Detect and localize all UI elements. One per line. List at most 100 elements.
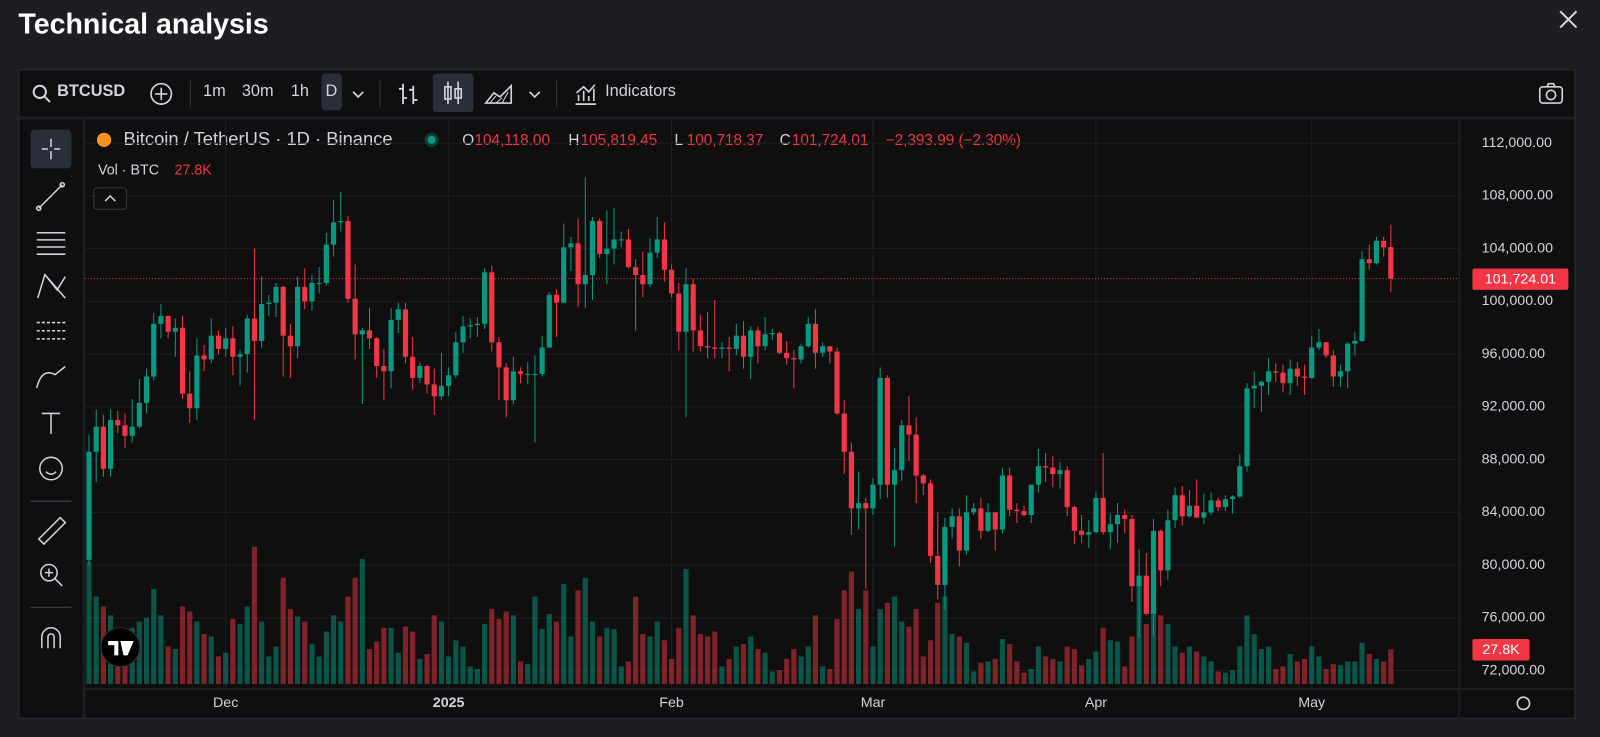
candle-body: [1028, 484, 1034, 515]
volume-bar: [1265, 646, 1272, 684]
volume-bar: [834, 619, 840, 684]
volume-bar: [273, 646, 279, 684]
volume-bar: [769, 671, 775, 684]
magnet-tool[interactable]: [41, 627, 61, 649]
symbol[interactable]: BTCUSD: [57, 82, 126, 101]
chevron[interactable]: [351, 87, 365, 101]
interval-button[interactable]: D: [321, 73, 342, 111]
volume-bar: [1172, 646, 1178, 684]
volume-bar: [1078, 665, 1085, 684]
volume-bar: [561, 584, 567, 684]
candle-body: [748, 330, 754, 357]
volume-bar: [1122, 666, 1128, 684]
crosshair-tool[interactable]: [41, 138, 61, 160]
candle-body: [359, 330, 365, 335]
candle-body: [625, 239, 632, 268]
volume-bar: [1093, 651, 1099, 684]
volume-bar: [208, 636, 214, 684]
x-tick-label: Dec: [213, 695, 238, 711]
ohlc-value: 104,118.00: [474, 131, 550, 150]
volume-bar: [359, 559, 365, 684]
chevron[interactable]: [528, 87, 542, 101]
volume-bar: [963, 642, 970, 684]
volume-bar: [330, 615, 337, 684]
indicators-button[interactable]: Indicators: [605, 82, 676, 101]
volume-bar: [1071, 648, 1077, 684]
volume-bar: [366, 648, 373, 684]
candle-body: [740, 335, 747, 357]
volume-bar: [86, 561, 92, 684]
volume-bar: [215, 656, 222, 684]
candle-body: [402, 309, 409, 357]
candle-body: [1129, 518, 1135, 587]
volume-bar: [784, 658, 790, 684]
volume-bar: [446, 656, 452, 684]
candle-body: [762, 334, 768, 347]
y-tick-label: 92,000.00: [1482, 399, 1546, 415]
volume-bar: [1201, 656, 1207, 684]
interval-button[interactable]: 30m: [241, 82, 274, 101]
volume-bar: [618, 666, 624, 684]
volume-bar: [654, 621, 660, 684]
interval-button[interactable]: 1m: [203, 82, 226, 101]
emoji-tool[interactable]: [39, 456, 64, 481]
volume-bar: [1014, 661, 1020, 684]
separator: [556, 80, 558, 108]
candle-body: [431, 384, 437, 397]
volume-bar: [633, 596, 639, 684]
volume-bar: [971, 671, 977, 684]
volume-bar: [978, 662, 984, 684]
trend-line-tool[interactable]: [38, 184, 63, 209]
volume-bar: [482, 624, 488, 684]
fib-tool[interactable]: [36, 231, 66, 255]
candle-body: [446, 375, 452, 386]
add-symbol[interactable]: [149, 82, 173, 106]
candle-body: [1265, 371, 1272, 382]
snapshot-icon[interactable]: [1538, 82, 1565, 106]
volume-bar: [949, 634, 955, 684]
volume-bar: [388, 627, 394, 684]
candle-body: [690, 284, 696, 331]
indicators-icon[interactable]: [572, 81, 599, 108]
volume-bar: [1366, 653, 1372, 684]
volume-bar: [244, 606, 250, 684]
candle-body: [1143, 575, 1149, 614]
separator: [379, 80, 381, 108]
ruler-tool[interactable]: [37, 516, 67, 546]
volume-bar: [1086, 658, 1092, 684]
candle-body: [697, 330, 703, 347]
candle-body: [1294, 368, 1300, 377]
volume-bar: [309, 643, 315, 684]
volume-bar: [942, 596, 948, 684]
candle-body: [330, 222, 337, 245]
volume-bar: [956, 636, 962, 684]
separator: [189, 80, 191, 108]
search-icon[interactable]: [32, 84, 52, 104]
volume-bar: [460, 646, 466, 684]
volume-bar: [719, 666, 725, 684]
text-tool[interactable]: [41, 412, 61, 434]
volume-bar: [1028, 668, 1034, 684]
pattern-tool[interactable]: [37, 272, 66, 299]
close-button[interactable]: [1557, 8, 1579, 30]
price-tag: [1472, 268, 1569, 290]
candle-body: [266, 302, 272, 305]
candles-icon[interactable]: [432, 73, 474, 113]
brush-tool[interactable]: [35, 365, 66, 389]
volume-bar: [1057, 661, 1063, 684]
y-tick-label: 104,000.00: [1482, 240, 1553, 256]
candle-body: [640, 275, 646, 285]
candle-body: [208, 335, 214, 360]
volume-bar: [1035, 646, 1042, 684]
volume-bar: [352, 577, 358, 684]
settings-icon: [1516, 696, 1531, 711]
volume-bar: [884, 602, 890, 684]
area-icon[interactable]: [484, 82, 515, 106]
ohlc-key: O: [462, 131, 475, 150]
candle-body: [647, 252, 653, 285]
bars-icon[interactable]: [396, 81, 420, 108]
interval-button[interactable]: 1h: [290, 82, 309, 101]
y-tick-label: 80,000.00: [1482, 557, 1546, 573]
zoom-tool[interactable]: [40, 563, 58, 582]
price-tag-label: 101,724.01: [1485, 271, 1556, 287]
